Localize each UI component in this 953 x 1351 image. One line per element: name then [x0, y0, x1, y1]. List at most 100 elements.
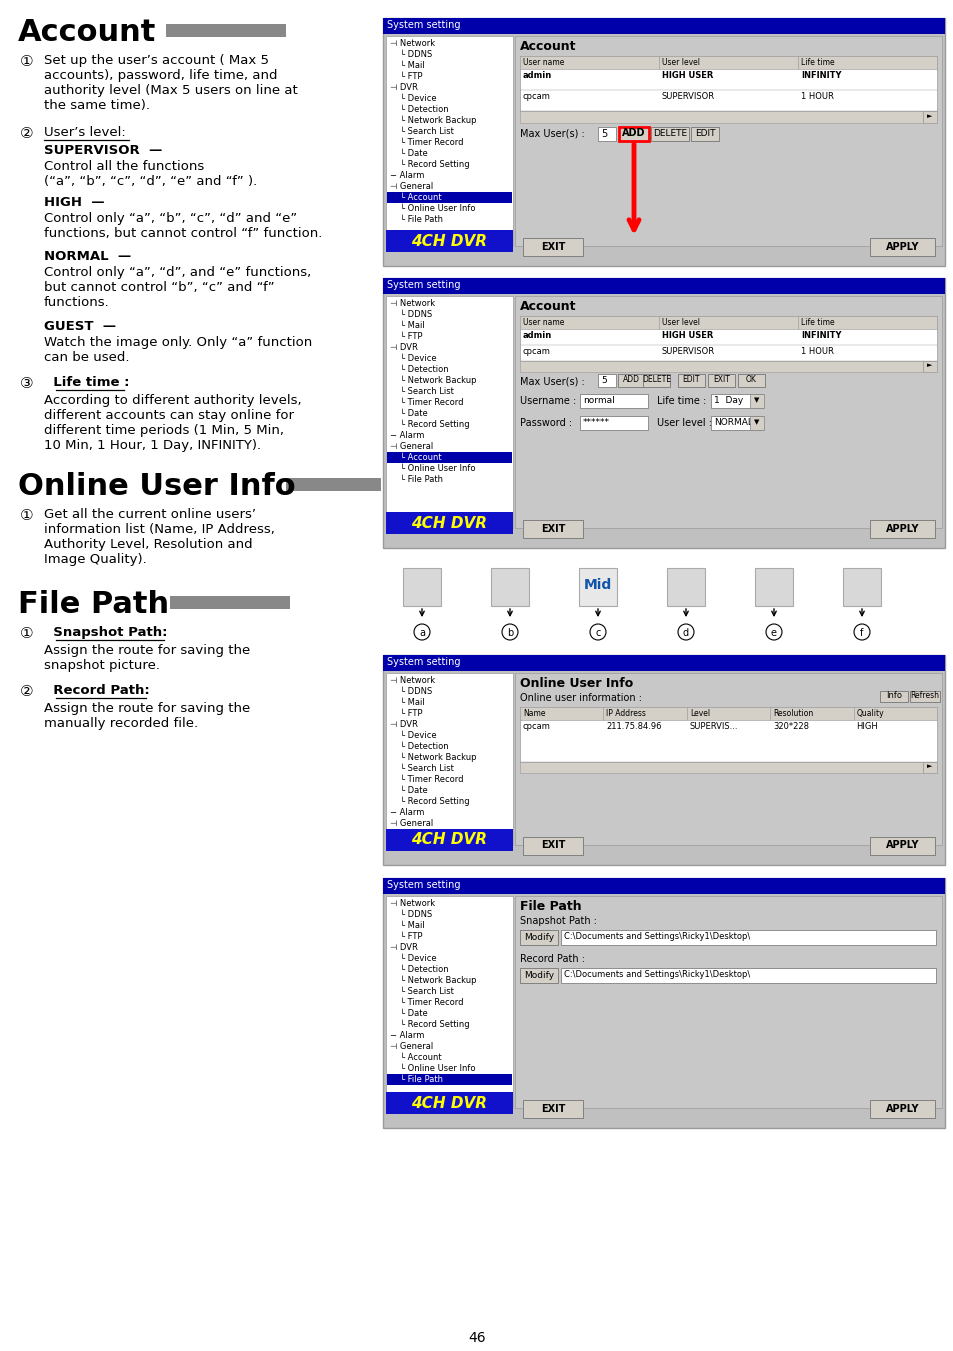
- Bar: [386, 896, 513, 1108]
- Text: └ Timer Record: └ Timer Record: [399, 775, 463, 784]
- Text: └ Online User Info: └ Online User Info: [399, 463, 475, 473]
- Bar: [618, 127, 648, 141]
- Text: ①: ①: [20, 508, 33, 523]
- Bar: [515, 36, 941, 246]
- Text: Name: Name: [522, 709, 545, 717]
- Text: └ Record Setting: └ Record Setting: [399, 420, 469, 430]
- Text: 5: 5: [600, 376, 606, 385]
- Text: ②: ②: [20, 126, 33, 141]
- Text: └ Account: └ Account: [399, 193, 441, 203]
- Text: Modify: Modify: [523, 970, 554, 979]
- Text: └ File Path: └ File Path: [399, 476, 442, 484]
- Text: └ Account: └ Account: [399, 830, 441, 839]
- Text: Online User Info: Online User Info: [519, 677, 633, 690]
- Text: └ Account: └ Account: [399, 453, 441, 462]
- Text: └ Device: └ Device: [399, 954, 436, 963]
- Bar: [797, 316, 936, 330]
- Text: Username :: Username :: [519, 396, 576, 407]
- Bar: [522, 520, 582, 538]
- Text: └ Date: └ Date: [399, 149, 427, 158]
- Bar: [659, 316, 797, 330]
- Text: Get all the current online users’
information list (Name, IP Address,
Authority : Get all the current online users’ inform…: [44, 508, 274, 566]
- Text: normal: normal: [582, 396, 614, 405]
- Text: ⊣ General: ⊣ General: [390, 1042, 433, 1051]
- Bar: [710, 394, 762, 408]
- Text: Snapshot Path:: Snapshot Path:: [44, 626, 168, 639]
- Text: 211.75.84.96: 211.75.84.96: [606, 721, 661, 731]
- Text: Life time: Life time: [801, 317, 834, 327]
- Text: └ Search List: └ Search List: [399, 127, 454, 136]
- Text: a: a: [418, 628, 424, 638]
- Text: f: f: [860, 628, 862, 638]
- Text: DELETE: DELETE: [652, 128, 686, 138]
- Text: ③: ③: [20, 376, 33, 390]
- Text: └ FTP: └ FTP: [399, 332, 422, 340]
- Text: EDIT: EDIT: [682, 376, 700, 385]
- Circle shape: [414, 624, 430, 640]
- Bar: [754, 567, 792, 607]
- Text: └ Mail: └ Mail: [399, 61, 424, 70]
- Bar: [522, 238, 582, 255]
- Bar: [382, 18, 944, 34]
- Text: APPLY: APPLY: [884, 1104, 919, 1113]
- Text: ①: ①: [20, 54, 33, 69]
- Bar: [598, 374, 616, 386]
- Text: Resolution: Resolution: [772, 709, 813, 717]
- Text: ⊣ DVR: ⊣ DVR: [390, 720, 417, 730]
- Text: Control all the functions
(“a”, “b”, “c”, “d”, “e” and “f” ).: Control all the functions (“a”, “b”, “c”…: [44, 159, 257, 188]
- Text: └ Online User Info: └ Online User Info: [399, 204, 475, 213]
- Text: └ Account: └ Account: [399, 1052, 441, 1062]
- Text: Max User(s) :: Max User(s) :: [519, 376, 584, 386]
- Text: HIGH USER: HIGH USER: [661, 331, 713, 340]
- Text: Quality: Quality: [856, 709, 883, 717]
- Text: Password :: Password :: [519, 417, 572, 428]
- Bar: [170, 596, 290, 609]
- Bar: [749, 416, 763, 430]
- Bar: [678, 374, 704, 386]
- Bar: [519, 316, 659, 330]
- Bar: [382, 878, 944, 894]
- Bar: [382, 561, 944, 644]
- Text: c: c: [595, 628, 600, 638]
- Bar: [579, 416, 647, 430]
- Text: └ Date: └ Date: [399, 409, 427, 417]
- Text: User level: User level: [661, 58, 700, 68]
- Bar: [650, 127, 688, 141]
- Bar: [869, 838, 934, 855]
- Text: └ Timer Record: └ Timer Record: [399, 399, 463, 407]
- Text: └ File Path: └ File Path: [399, 1075, 442, 1084]
- Bar: [618, 374, 644, 386]
- Bar: [387, 453, 512, 463]
- Text: cpcam: cpcam: [522, 347, 550, 357]
- Text: User level: User level: [661, 317, 700, 327]
- Bar: [519, 316, 936, 361]
- Text: └ Timer Record: └ Timer Record: [399, 998, 463, 1006]
- Bar: [382, 655, 944, 865]
- Bar: [686, 707, 769, 720]
- Bar: [402, 567, 440, 607]
- Text: └ FTP: └ FTP: [399, 932, 422, 942]
- Text: Account: Account: [519, 41, 576, 53]
- Text: ⊣ Network: ⊣ Network: [390, 299, 435, 308]
- Text: └ Network Backup: └ Network Backup: [399, 753, 476, 762]
- Text: Control only “a”, “b”, “c”, “d” and “e”
functions, but cannot control “f” functi: Control only “a”, “b”, “c”, “d” and “e” …: [44, 212, 322, 240]
- Text: └ Mail: └ Mail: [399, 698, 424, 707]
- Circle shape: [678, 624, 693, 640]
- Bar: [869, 1100, 934, 1119]
- Bar: [869, 520, 934, 538]
- Bar: [519, 111, 923, 123]
- Text: SUPERVIS...: SUPERVIS...: [689, 721, 738, 731]
- Bar: [749, 394, 763, 408]
- Bar: [690, 127, 719, 141]
- Text: └ Network Backup: └ Network Backup: [399, 376, 476, 385]
- Text: └ Mail: └ Mail: [399, 921, 424, 929]
- Text: INFINITY: INFINITY: [801, 72, 841, 80]
- Text: NORMAL: NORMAL: [713, 417, 752, 427]
- Text: cpcam: cpcam: [522, 721, 550, 731]
- Text: └ Mail: └ Mail: [399, 322, 424, 330]
- Bar: [579, 394, 647, 408]
- Bar: [923, 111, 936, 123]
- Bar: [491, 567, 529, 607]
- Text: └ Network Backup: └ Network Backup: [399, 975, 476, 985]
- Bar: [659, 55, 797, 69]
